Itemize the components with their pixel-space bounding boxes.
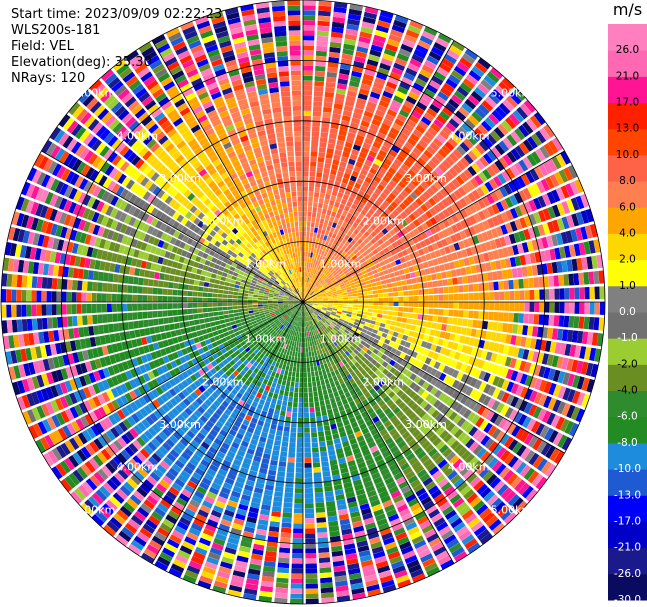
colorbar-swatch-3 <box>608 495 647 522</box>
colorbar-tick-6: 6.0 <box>619 201 636 213</box>
colorbar-swatch-5 <box>608 442 647 470</box>
colorbar-tick-19: -21.0 <box>614 542 641 554</box>
colorbar-swatch-8 <box>608 364 647 392</box>
colorbar-tick-10: 0.0 <box>619 306 636 318</box>
velocity-bin-13 <box>1 45 605 598</box>
colorbar-swatch-12 <box>608 259 647 287</box>
colorbar-swatch-18 <box>608 102 647 130</box>
colorbar-tick-21: -30.0 <box>614 594 641 606</box>
instrument-name: WLS200s-181 <box>11 23 101 38</box>
colorbar-tick-14: -6.0 <box>617 411 638 423</box>
range-label-315-4: 4.00km <box>116 129 158 142</box>
colorbar-tick-9: 1.0 <box>619 280 636 292</box>
colorbar-swatch-16 <box>608 154 647 182</box>
range-label-45-2: 2.00km <box>363 215 405 228</box>
colorbar-tick-17: -13.0 <box>614 489 641 501</box>
colorbar-swatch-19 <box>608 76 647 104</box>
range-label-135-1: 1.00km <box>320 333 362 346</box>
colorbar-swatch-14 <box>608 207 647 234</box>
colorbar-swatch-2 <box>608 521 647 549</box>
range-label-45-4: 4.00km <box>448 129 490 142</box>
range-label-45-1: 1.00km <box>320 257 362 270</box>
elevation: Elevation(deg): 35.30 <box>11 55 152 70</box>
colorbar-swatch-21 <box>608 24 647 51</box>
colorbar-tick-11: -1.0 <box>617 332 638 344</box>
colorbar-swatch-17 <box>608 128 647 156</box>
colorbar-tick-0: 26.0 <box>616 44 639 56</box>
range-label-135-2: 2.00km <box>363 375 405 388</box>
colorbar-tick-4: 10.0 <box>616 149 639 161</box>
range-label-225-5: 5.00km <box>74 503 116 516</box>
velocity-bin-8 <box>2 11 581 599</box>
velocity-gates <box>1 0 605 604</box>
range-label-135-3: 3.00km <box>405 418 447 431</box>
colorbar-swatch-7 <box>608 390 647 418</box>
colorbar-swatch-0 <box>608 573 647 601</box>
colorbar: 26.0 21.0 17.0 13.0 10.0 8.0 6.0 4.0 2.0 1.0 0.0 -1… <box>608 24 647 606</box>
range-label-315-1: 1.00km <box>245 257 287 270</box>
colorbar-tick-8: 2.0 <box>619 254 636 266</box>
range-label-45-5: 5.00km <box>491 87 533 100</box>
colorbar-tick-13: -4.0 <box>617 385 638 397</box>
colorbar-tick-2: 17.0 <box>616 97 639 109</box>
colorbar-swatch-20 <box>608 50 647 77</box>
range-label-315-5: 5.00km <box>74 87 116 100</box>
colorbar-tick-5: 8.0 <box>619 175 636 187</box>
range-label-225-1: 1.00km <box>245 333 287 346</box>
range-label-315-3: 3.00km <box>159 172 201 185</box>
range-ring-labels: 1.00km 2.00km 3.00km 4.00km 5.00km 1.00km 2.00… <box>74 87 532 517</box>
colorbar-swatch-9 <box>608 338 647 365</box>
colorbar-tick-7: 4.0 <box>619 227 636 239</box>
info-panel: Start time: 2023/09/09 02:22:23 WLS200s-… <box>0 0 240 90</box>
colorbar-swatch-10 <box>608 312 647 339</box>
range-label-225-4: 4.00km <box>116 461 158 474</box>
start-time: Start time: 2023/09/09 02:22:23 <box>11 7 223 22</box>
colorbar-tick-20: -26.0 <box>614 568 641 580</box>
colorbar-swatch-11 <box>608 285 647 313</box>
nrays: NRays: 120 <box>11 71 86 86</box>
velocity-bin-16 <box>7 0 593 589</box>
colorbar-tick-16: -10.0 <box>614 463 641 475</box>
range-label-225-2: 2.00km <box>202 375 244 388</box>
colorbar-tick-3: 13.0 <box>616 123 639 135</box>
colorbar-swatch-6 <box>608 416 647 444</box>
range-label-315-2: 2.00km <box>202 215 244 228</box>
range-label-135-4: 4.00km <box>448 461 490 474</box>
azimuth-spokes <box>1 0 605 604</box>
colorbar-swatch-13 <box>608 233 647 261</box>
colorbar-swatch-4 <box>608 469 647 496</box>
colorbar-tick-15: -8.0 <box>617 437 638 449</box>
range-label-225-3: 3.00km <box>159 418 201 431</box>
colorbar-tick-12: -2.0 <box>617 358 638 370</box>
range-label-45-3: 3.00km <box>405 172 447 185</box>
field-name: Field: VEL <box>11 39 74 54</box>
azimuth-spoke-150 <box>151 40 455 564</box>
colorbar-tick-18: -17.0 <box>614 515 641 527</box>
colorbar-tick-1: 21.0 <box>616 70 639 82</box>
velocity-bin-7 <box>8 5 604 604</box>
velocity-bin-17 <box>16 0 590 597</box>
colorbar-swatch-1 <box>608 547 647 575</box>
colorbar-swatch-15 <box>608 181 647 208</box>
colorbar-units-label: m/s <box>612 0 643 19</box>
range-label-135-5: 5.00km <box>491 503 533 516</box>
